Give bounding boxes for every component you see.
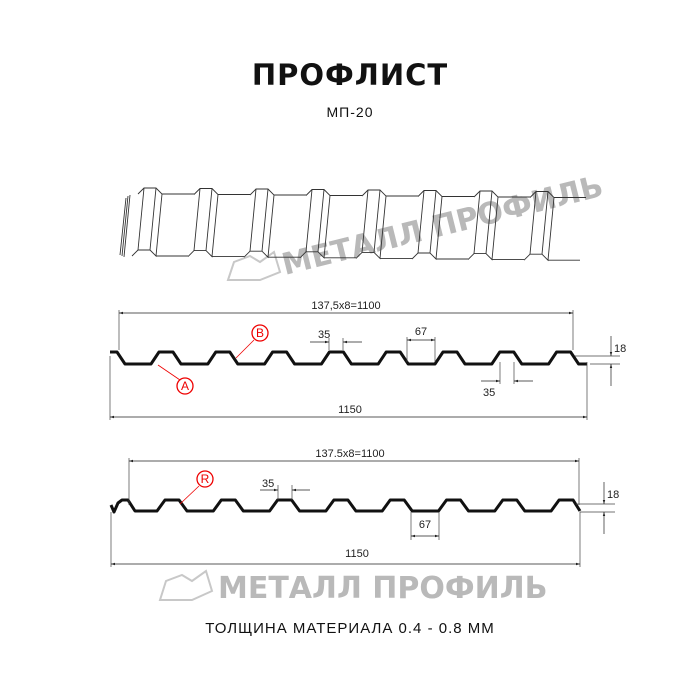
watermark-logo-shape (226, 250, 282, 281)
sheet-3d-valley (548, 197, 586, 261)
sheet-3d-valley (436, 196, 474, 260)
sheet-3d-rib (355, 189, 387, 260)
sheet-3d-valley (268, 194, 306, 258)
dimension-crest-width: 35 (262, 478, 274, 490)
callout-r (196, 470, 214, 488)
watermark-logo-2: МЕТАЛЛ ПРОФИЛЬ (158, 569, 548, 606)
sheet-3d-rib (467, 190, 499, 261)
dimension-rib-width: 67 (419, 519, 431, 531)
callout-b-label: B (256, 326, 264, 340)
sheet-3d-valley (156, 193, 194, 257)
dimension-pitch: 137.5x8=1100 (315, 448, 384, 460)
watermark-text: МЕТАЛЛ ПРОФИЛЬ (218, 571, 548, 606)
sheet-3d-rib (523, 191, 555, 262)
callout-b (251, 324, 269, 342)
sheet-3d-rib (243, 188, 275, 259)
callout-a (176, 377, 194, 395)
sheet-3d-rib (131, 187, 163, 257)
page-title: ПРОФЛИСТ (251, 58, 449, 92)
sheet-3d-valley (212, 194, 250, 258)
profile-1-outline (110, 350, 587, 366)
sheet-3d-valley (324, 195, 362, 259)
sheet-3d-rib (529, 191, 549, 255)
dimension-pitch: 137,5x8=1100 (311, 300, 380, 312)
callout-a-label: A (181, 379, 189, 393)
watermark-logo-shape (158, 569, 214, 601)
callout-leader (157, 364, 181, 381)
sheet-3d-valley (492, 196, 530, 261)
profile-2-outline (109, 498, 582, 514)
dimension-valley-width: 35 (483, 387, 495, 399)
dimension-total: 1150 (338, 404, 362, 416)
sheet-3d-rib (187, 188, 219, 258)
callout-leader (235, 339, 255, 359)
sheet-3d-rib (417, 190, 437, 254)
dimension-height: 18 (614, 343, 626, 355)
profile-2: 137.5x8=1100 1150 35 67 18 R (109, 448, 619, 567)
watermark-text: МЕТАЛЛ ПРОФИЛЬ (278, 169, 606, 283)
sheet-3d-view (119, 187, 586, 262)
dimension-height: 18 (607, 489, 619, 501)
model-subtitle: МП-20 (326, 104, 374, 120)
sheet-3d-rib (249, 188, 269, 252)
profile-1: 137,5x8=1100 1150 35 67 35 18 B A (109, 300, 626, 420)
dimension-total: 1150 (345, 548, 369, 560)
sheet-3d-rib (193, 188, 213, 251)
sheet-3d-rib (299, 189, 331, 259)
sheet-3d-valley (380, 195, 418, 259)
callout-r-label: R (201, 472, 210, 486)
dimension-crest-width: 35 (318, 329, 330, 341)
sheet-3d-edge (119, 194, 131, 258)
sheet-3d-rib (411, 190, 443, 260)
sheet-3d-rib (473, 190, 493, 254)
material-thickness-note: ТОЛЩИНА МАТЕРИАЛА 0.4 - 0.8 ММ (205, 620, 495, 637)
callout-leader (179, 485, 200, 505)
sheet-3d-rib (361, 189, 381, 253)
sheet-3d-rib (137, 187, 157, 251)
dimension-rib-width: 67 (415, 326, 427, 338)
watermark-logo-1: МЕТАЛЛ ПРОФИЛЬ (226, 169, 607, 283)
sheet-3d-rib (305, 189, 325, 252)
